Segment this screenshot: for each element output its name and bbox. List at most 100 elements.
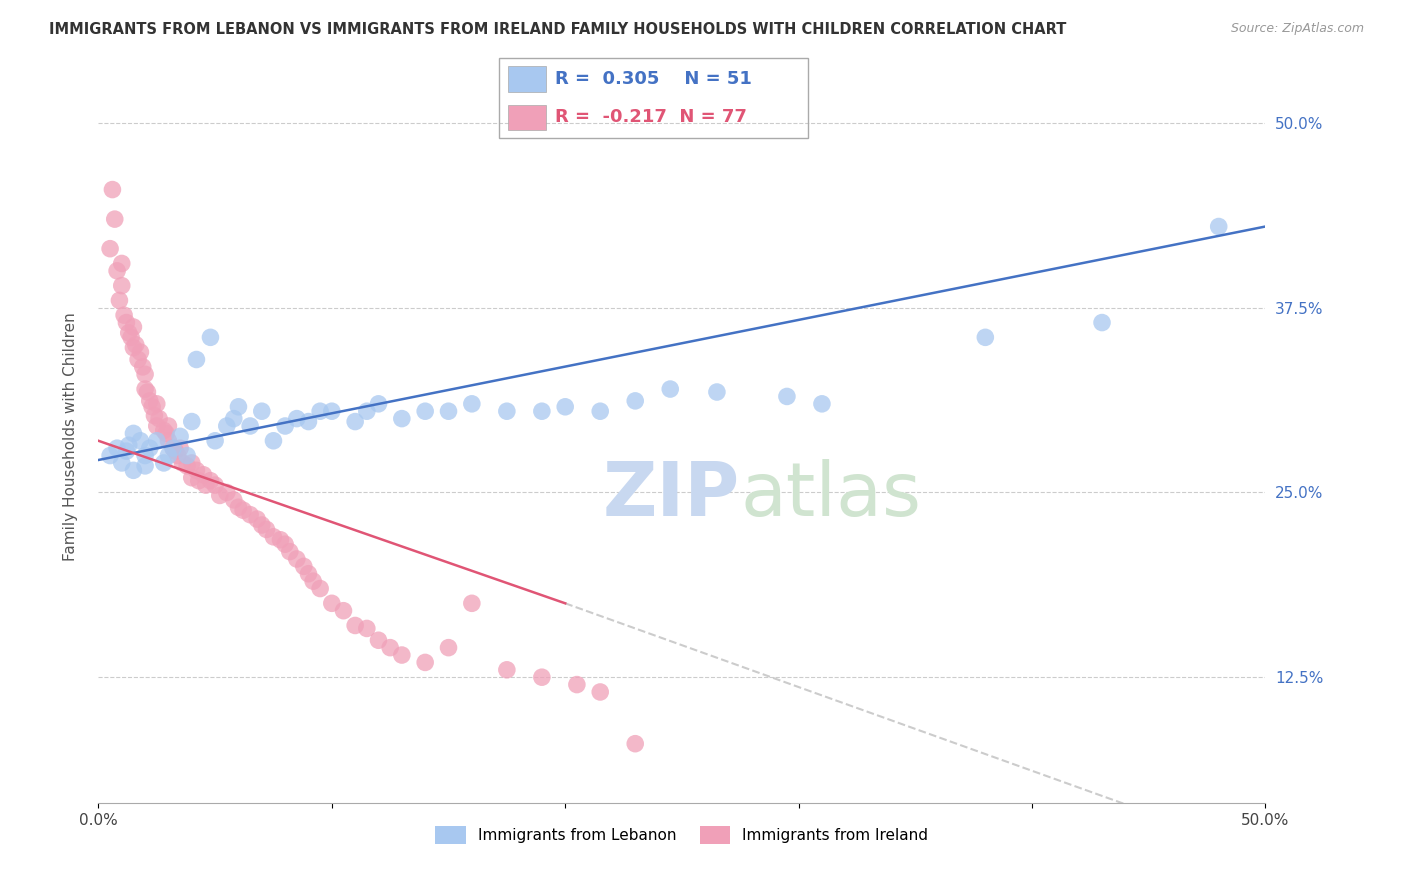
- Point: [157, 419, 180, 434]
- Text: IMMIGRANTS FROM LEBANON VS IMMIGRANTS FROM IRELAND FAMILY HOUSEHOLDS WITH CHILDR: IMMIGRANTS FROM LEBANON VS IMMIGRANTS FR…: [49, 22, 1067, 37]
- Point: [200, 330, 222, 344]
- Text: R =  0.305    N = 51: R = 0.305 N = 51: [555, 70, 752, 87]
- Point: [122, 463, 145, 477]
- Point: [554, 400, 576, 414]
- Point: [169, 441, 191, 455]
- Point: [146, 419, 169, 434]
- Point: [239, 419, 262, 434]
- Point: [530, 670, 553, 684]
- Y-axis label: Family Households with Children: Family Households with Children: [63, 313, 77, 561]
- Point: [146, 434, 169, 448]
- Point: [180, 456, 202, 470]
- Point: [98, 449, 121, 463]
- Point: [157, 449, 180, 463]
- Point: [180, 415, 202, 429]
- Point: [162, 441, 184, 455]
- Point: [391, 411, 413, 425]
- Point: [104, 212, 127, 227]
- Point: [250, 404, 273, 418]
- Point: [215, 485, 238, 500]
- Point: [624, 737, 647, 751]
- FancyBboxPatch shape: [509, 104, 546, 130]
- Text: atlas: atlas: [741, 459, 921, 533]
- Point: [321, 404, 343, 418]
- Point: [309, 404, 332, 418]
- Point: [706, 384, 728, 399]
- Text: Source: ZipAtlas.com: Source: ZipAtlas.com: [1230, 22, 1364, 36]
- Point: [437, 640, 460, 655]
- Point: [496, 663, 519, 677]
- Point: [172, 456, 194, 470]
- Point: [589, 685, 612, 699]
- Point: [239, 508, 262, 522]
- Point: [659, 382, 682, 396]
- Text: ZIP: ZIP: [603, 459, 741, 533]
- Point: [129, 345, 152, 359]
- Point: [169, 429, 191, 443]
- Point: [118, 326, 141, 340]
- Point: [165, 444, 187, 458]
- Point: [297, 415, 319, 429]
- Point: [162, 441, 184, 455]
- Point: [285, 411, 308, 425]
- Point: [111, 256, 134, 270]
- Point: [152, 456, 174, 470]
- Point: [367, 633, 389, 648]
- Point: [208, 488, 231, 502]
- Point: [101, 183, 124, 197]
- Point: [134, 449, 156, 463]
- Point: [1091, 316, 1114, 330]
- Point: [811, 397, 834, 411]
- Point: [146, 397, 169, 411]
- Point: [367, 397, 389, 411]
- Point: [143, 409, 166, 423]
- Point: [105, 441, 128, 455]
- Point: [148, 411, 170, 425]
- Point: [232, 503, 254, 517]
- Point: [222, 411, 245, 425]
- Point: [176, 458, 198, 473]
- Point: [139, 393, 162, 408]
- Point: [118, 438, 141, 452]
- Point: [250, 518, 273, 533]
- Point: [292, 559, 315, 574]
- Point: [530, 404, 553, 418]
- Point: [193, 467, 215, 482]
- Point: [180, 471, 202, 485]
- Point: [285, 552, 308, 566]
- Point: [194, 478, 217, 492]
- Point: [204, 478, 226, 492]
- Point: [589, 404, 612, 418]
- Point: [136, 384, 159, 399]
- Point: [356, 404, 378, 418]
- Legend: Immigrants from Lebanon, Immigrants from Ireland: Immigrants from Lebanon, Immigrants from…: [429, 820, 935, 850]
- Point: [112, 308, 135, 322]
- Point: [122, 320, 145, 334]
- Point: [413, 656, 436, 670]
- Point: [297, 566, 319, 581]
- Point: [269, 533, 291, 547]
- Point: [1208, 219, 1230, 234]
- Point: [122, 426, 145, 441]
- Point: [122, 341, 145, 355]
- Point: [176, 449, 198, 463]
- Point: [228, 400, 250, 414]
- Point: [274, 419, 297, 434]
- Point: [125, 337, 148, 351]
- Point: [974, 330, 997, 344]
- Point: [129, 434, 152, 448]
- Point: [200, 474, 222, 488]
- FancyBboxPatch shape: [509, 66, 546, 92]
- Point: [391, 648, 413, 662]
- Point: [222, 492, 245, 507]
- Point: [139, 441, 162, 455]
- Point: [134, 368, 156, 382]
- Point: [166, 449, 188, 463]
- Point: [111, 456, 134, 470]
- Point: [461, 397, 484, 411]
- Point: [413, 404, 436, 418]
- Point: [105, 264, 128, 278]
- Point: [186, 352, 208, 367]
- Point: [461, 596, 484, 610]
- Point: [134, 382, 156, 396]
